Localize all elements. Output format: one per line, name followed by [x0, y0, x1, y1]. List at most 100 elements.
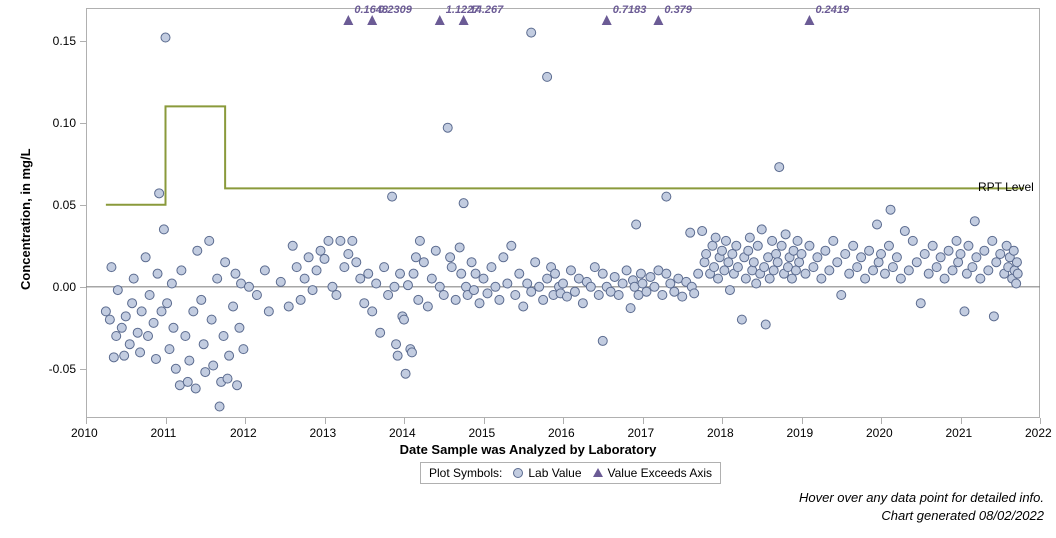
data-point[interactable] — [650, 282, 659, 291]
data-point[interactable] — [252, 291, 261, 300]
data-point[interactable] — [718, 246, 727, 255]
data-point[interactable] — [598, 336, 607, 345]
exceeds-marker[interactable] — [602, 15, 612, 25]
data-point[interactable] — [791, 266, 800, 275]
data-point[interactable] — [396, 269, 405, 278]
data-point[interactable] — [539, 295, 548, 304]
data-point[interactable] — [773, 258, 782, 267]
data-point[interactable] — [137, 307, 146, 316]
data-point[interactable] — [215, 402, 224, 411]
data-point[interactable] — [888, 263, 897, 272]
data-point[interactable] — [813, 253, 822, 262]
data-point[interactable] — [443, 123, 452, 132]
data-point[interactable] — [451, 295, 460, 304]
data-point[interactable] — [467, 258, 476, 267]
data-point[interactable] — [535, 282, 544, 291]
data-point[interactable] — [873, 220, 882, 229]
data-point[interactable] — [225, 351, 234, 360]
data-point[interactable] — [507, 241, 516, 250]
data-point[interactable] — [264, 307, 273, 316]
data-point[interactable] — [221, 258, 230, 267]
data-point[interactable] — [801, 269, 810, 278]
data-point[interactable] — [720, 266, 729, 275]
data-point[interactable] — [775, 163, 784, 172]
data-point[interactable] — [724, 258, 733, 267]
data-point[interactable] — [698, 227, 707, 236]
data-point[interactable] — [155, 189, 164, 198]
data-point[interactable] — [772, 250, 781, 259]
data-point[interactable] — [980, 246, 989, 255]
data-point[interactable] — [940, 274, 949, 283]
data-point[interactable] — [768, 236, 777, 245]
data-point[interactable] — [670, 287, 679, 296]
data-point[interactable] — [527, 287, 536, 296]
data-point[interactable] — [360, 299, 369, 308]
data-point[interactable] — [409, 269, 418, 278]
data-point[interactable] — [853, 263, 862, 272]
data-point[interactable] — [324, 236, 333, 245]
data-point[interactable] — [833, 258, 842, 267]
data-point[interactable] — [570, 287, 579, 296]
data-point[interactable] — [352, 258, 361, 267]
data-point[interactable] — [559, 279, 568, 288]
data-point[interactable] — [744, 246, 753, 255]
data-point[interactable] — [769, 266, 778, 275]
data-point[interactable] — [390, 282, 399, 291]
data-point[interactable] — [598, 269, 607, 278]
data-point[interactable] — [543, 274, 552, 283]
data-point[interactable] — [741, 274, 750, 283]
data-point[interactable] — [205, 236, 214, 245]
data-point[interactable] — [393, 351, 402, 360]
data-point[interactable] — [233, 381, 242, 390]
data-point[interactable] — [171, 364, 180, 373]
data-point[interactable] — [928, 241, 937, 250]
data-point[interactable] — [678, 292, 687, 301]
data-point[interactable] — [344, 250, 353, 259]
data-point[interactable] — [300, 274, 309, 283]
data-point[interactable] — [519, 302, 528, 311]
data-point[interactable] — [125, 340, 134, 349]
data-point[interactable] — [376, 328, 385, 337]
data-point[interactable] — [702, 250, 711, 259]
data-point[interactable] — [795, 258, 804, 267]
data-point[interactable] — [857, 253, 866, 262]
data-point[interactable] — [491, 282, 500, 291]
data-point[interactable] — [167, 279, 176, 288]
data-point[interactable] — [177, 266, 186, 275]
data-point[interactable] — [199, 340, 208, 349]
data-point[interactable] — [1013, 269, 1022, 278]
data-point[interactable] — [690, 289, 699, 298]
data-point[interactable] — [892, 253, 901, 262]
data-point[interactable] — [733, 263, 742, 272]
data-point[interactable] — [861, 274, 870, 283]
data-point[interactable] — [348, 236, 357, 245]
data-point[interactable] — [407, 348, 416, 357]
data-point[interactable] — [149, 318, 158, 327]
data-point[interactable] — [989, 312, 998, 321]
data-point[interactable] — [896, 274, 905, 283]
data-point[interactable] — [531, 258, 540, 267]
data-point[interactable] — [121, 312, 130, 321]
data-point[interactable] — [159, 225, 168, 234]
data-point[interactable] — [721, 236, 730, 245]
data-point[interactable] — [105, 315, 114, 324]
data-point[interactable] — [161, 33, 170, 42]
data-point[interactable] — [956, 250, 965, 259]
data-point[interactable] — [145, 291, 154, 300]
exceeds-marker[interactable] — [804, 15, 814, 25]
data-point[interactable] — [479, 274, 488, 283]
data-point[interactable] — [368, 307, 377, 316]
data-point[interactable] — [725, 286, 734, 295]
data-point[interactable] — [487, 263, 496, 272]
data-point[interactable] — [880, 269, 889, 278]
data-point[interactable] — [459, 199, 468, 208]
data-point[interactable] — [475, 299, 484, 308]
data-point[interactable] — [169, 323, 178, 332]
data-point[interactable] — [924, 269, 933, 278]
data-point[interactable] — [992, 258, 1001, 267]
data-point[interactable] — [777, 241, 786, 250]
data-point[interactable] — [183, 377, 192, 386]
data-point[interactable] — [869, 266, 878, 275]
data-point[interactable] — [646, 272, 655, 281]
data-point[interactable] — [527, 28, 536, 37]
